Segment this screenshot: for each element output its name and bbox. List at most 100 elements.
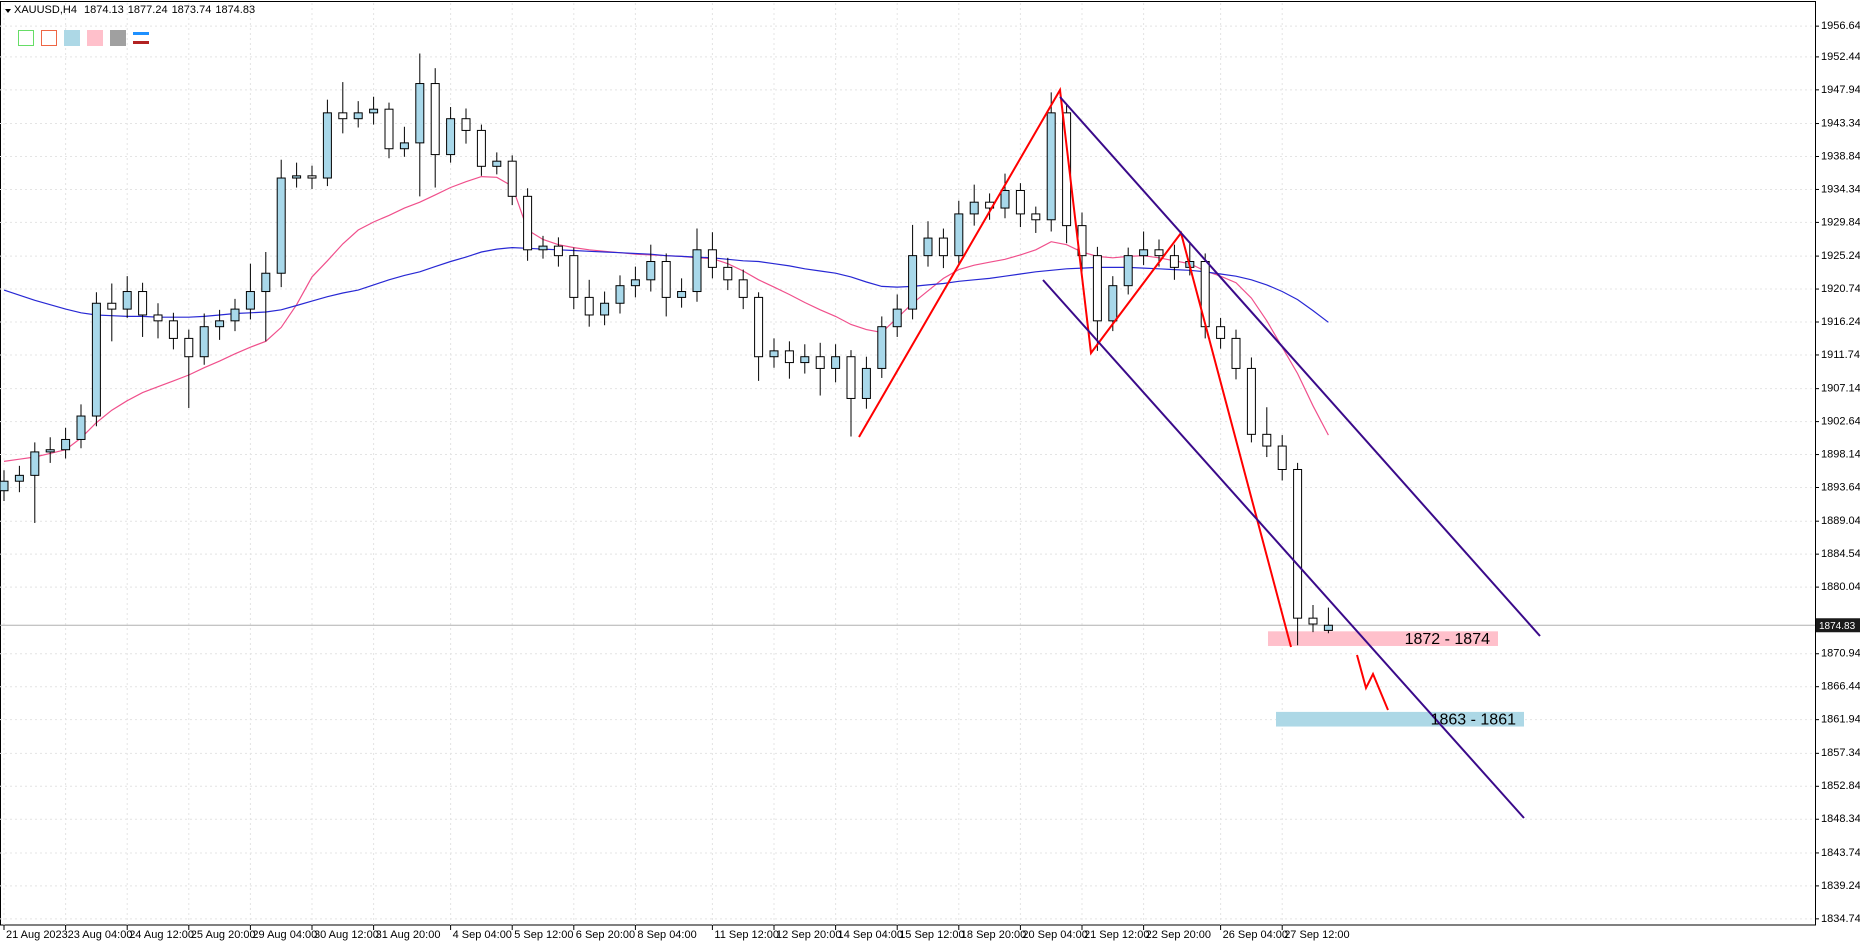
candle-body [353,112,363,120]
toolbar [18,30,149,46]
candle-body [91,302,101,417]
x-tick-label: 21 Aug 2023 [6,929,68,941]
candle-body [369,108,379,114]
candle-body [615,285,625,304]
candle-body [415,83,425,144]
open-value: 1874.13 [84,4,124,16]
candle-body [1000,189,1010,209]
y-tick-label: 1848.34 [1821,813,1860,825]
candle-body [815,356,825,369]
x-tick-label: 23 Aug 04:00 [68,929,133,941]
close-value: 1874.83 [215,4,256,16]
candle-body [1015,189,1025,215]
x-tick-label: 30 Aug 12:00 [314,929,379,941]
candle-body [723,266,733,281]
y-tick-label: 1889.04 [1821,515,1860,527]
candle-body [707,249,717,268]
projection-arrow [1356,654,1389,711]
candle-body [1231,337,1241,369]
candle-body [230,308,240,322]
x-tick-label: 6 Sep 20:00 [576,929,635,941]
candle-body [76,415,86,440]
x-tick-label: 18 Sep 20:00 [961,929,1026,941]
candle-body [769,350,779,358]
candle-body [1062,112,1072,227]
candle-body [784,350,794,364]
icon[interactable] [41,30,57,46]
y-tick-label: 1916.24 [1821,316,1860,328]
y-tick-label: 1852.84 [1821,780,1860,792]
low-value: 1873.74 [171,4,212,16]
x-tick-label: 14 Sep 04:00 [838,929,903,941]
candle-body [969,201,979,215]
high-value: 1877.24 [127,4,168,16]
y-tick-label: 1947.94 [1821,84,1860,96]
candle-body [831,356,841,369]
price-zone [1276,711,1524,727]
header: XAUUSD,H4 1874.13 1877.24 1873.74 1874.83 [14,4,259,16]
candle-body [646,261,656,281]
candle-body [276,177,286,274]
y-tick-label: 1843.74 [1821,847,1860,859]
y-tick-label: 1861.94 [1821,714,1860,726]
x-tick-label: 11 Sep 12:00 [714,929,779,941]
x-tick-label: 5 Sep 12:00 [514,929,573,941]
x-tick-label: 27 Sep 12:00 [1284,929,1349,941]
icon[interactable] [64,30,80,46]
candle-body [168,320,178,339]
candle-body [1092,255,1102,322]
candle-body [1169,255,1179,268]
candle-body [199,326,209,358]
candle-body [677,291,687,298]
candle-body [45,449,55,453]
candle-body [892,308,902,328]
y-tick-label: 1956.64 [1821,20,1860,32]
candle-body [1139,249,1149,257]
candle-body [245,291,255,310]
y-tick-label: 1870.94 [1821,648,1860,660]
candle-body [1262,433,1272,447]
candle-body [215,320,225,328]
price-tag [1816,618,1860,633]
y-tick-label: 1893.64 [1821,481,1860,493]
y-tick-label: 1929.84 [1821,216,1860,228]
candle-body [846,356,856,399]
candle-body [153,314,163,322]
candle-body [1277,445,1287,470]
x-tick-label: 4 Sep 04:00 [453,929,512,941]
candle-body [1154,249,1164,257]
candle-body [307,175,317,179]
y-tick-label: 1898.14 [1821,448,1860,460]
candle-body [430,83,440,156]
plot-frame [0,1,1816,926]
y-tick-label: 1902.64 [1821,416,1860,428]
axis-layer: 1956.64 1952.44 1947.94 1943.34 1938.84 1934.… [3,20,1860,941]
x-tick-label: 31 Aug 20:00 [376,929,441,941]
candle-body [446,118,456,156]
grid-layer [0,3,1815,925]
icon[interactable] [18,30,34,46]
candle-body [754,296,764,358]
zigzag-line [858,86,1292,648]
icon[interactable] [87,30,103,46]
candle-body [461,118,471,131]
icon[interactable] [133,32,149,44]
candle-body [861,367,871,399]
y-tick-label: 1834.74 [1821,913,1860,925]
x-tick-label: 21 Sep 12:00 [1084,929,1149,941]
candle-body [692,249,702,293]
icon[interactable] [110,30,126,46]
symbol: XAUUSD,H4 [14,4,77,16]
y-tick-label: 1925.24 [1821,250,1860,262]
candle-body [1216,326,1226,339]
candle-body [738,279,748,298]
candle-body [1123,255,1133,287]
candle-body [122,291,132,310]
candle-body [1046,112,1056,221]
candle-body [1293,468,1303,619]
x-tick-label: 20 Sep 04:00 [1022,929,1087,941]
candle-body [476,129,486,167]
candle-body [184,337,194,358]
